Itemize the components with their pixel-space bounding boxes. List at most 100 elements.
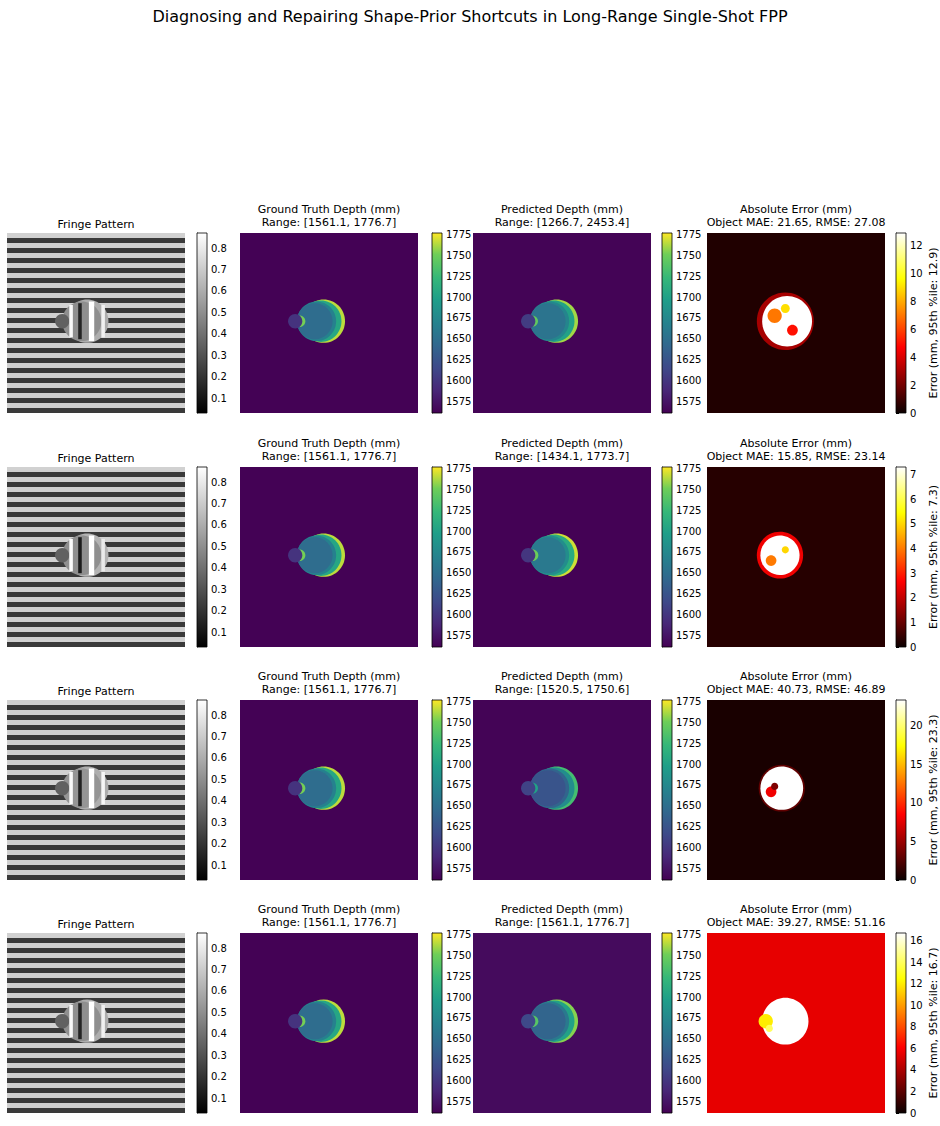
svg-text:1775: 1775 bbox=[676, 229, 701, 240]
svg-text:1750: 1750 bbox=[446, 950, 471, 961]
svg-text:Object MAE: 39.27, RMSE: 51.16: Object MAE: 39.27, RMSE: 51.16 bbox=[707, 916, 886, 929]
svg-text:0.1: 0.1 bbox=[211, 860, 227, 871]
svg-text:Object MAE: 40.73, RMSE: 46.89: Object MAE: 40.73, RMSE: 46.89 bbox=[707, 683, 886, 696]
svg-text:Range: [1561.1, 1776.7]: Range: [1561.1, 1776.7] bbox=[262, 916, 397, 929]
svg-text:0: 0 bbox=[910, 408, 916, 419]
svg-text:0.5: 0.5 bbox=[211, 774, 227, 785]
svg-text:1650: 1650 bbox=[446, 1033, 471, 1044]
svg-text:1750: 1750 bbox=[676, 484, 701, 495]
svg-text:0.6: 0.6 bbox=[211, 752, 227, 763]
svg-text:1750: 1750 bbox=[676, 717, 701, 728]
svg-text:20: 20 bbox=[910, 720, 923, 731]
svg-text:1600: 1600 bbox=[446, 375, 471, 386]
svg-text:16: 16 bbox=[910, 935, 923, 946]
svg-text:0.4: 0.4 bbox=[211, 562, 227, 573]
svg-text:1725: 1725 bbox=[446, 505, 471, 516]
svg-text:0.8: 0.8 bbox=[211, 477, 227, 488]
svg-text:Diagnosing and Repairing Shape: Diagnosing and Repairing Shape-Prior Sho… bbox=[152, 7, 788, 26]
svg-text:Predicted Depth (mm): Predicted Depth (mm) bbox=[501, 437, 623, 450]
svg-text:1675: 1675 bbox=[676, 312, 701, 323]
svg-text:0.5: 0.5 bbox=[211, 307, 227, 318]
svg-text:1625: 1625 bbox=[446, 1054, 471, 1065]
svg-text:0.2: 0.2 bbox=[211, 838, 227, 849]
svg-text:1675: 1675 bbox=[446, 1012, 471, 1023]
svg-text:1775: 1775 bbox=[446, 929, 471, 940]
svg-text:0.4: 0.4 bbox=[211, 795, 227, 806]
svg-text:0.1: 0.1 bbox=[211, 393, 227, 404]
svg-text:1600: 1600 bbox=[676, 609, 701, 620]
svg-text:Error (mm, 95th %ile: 23.3): Error (mm, 95th %ile: 23.3) bbox=[927, 714, 940, 865]
svg-text:5: 5 bbox=[910, 836, 916, 847]
svg-text:1625: 1625 bbox=[676, 1054, 701, 1065]
svg-text:1725: 1725 bbox=[446, 738, 471, 749]
svg-text:Range: [1561.1, 1776.7]: Range: [1561.1, 1776.7] bbox=[262, 683, 397, 696]
svg-text:1725: 1725 bbox=[676, 971, 701, 982]
svg-text:1575: 1575 bbox=[676, 396, 701, 407]
svg-text:1775: 1775 bbox=[676, 463, 701, 474]
svg-text:1700: 1700 bbox=[446, 992, 471, 1003]
svg-text:1750: 1750 bbox=[676, 950, 701, 961]
svg-text:Predicted Depth (mm): Predicted Depth (mm) bbox=[501, 203, 623, 216]
svg-text:1: 1 bbox=[910, 617, 916, 628]
svg-text:14: 14 bbox=[910, 957, 923, 968]
svg-text:1700: 1700 bbox=[676, 992, 701, 1003]
svg-text:1675: 1675 bbox=[676, 1012, 701, 1023]
svg-text:10: 10 bbox=[910, 268, 923, 279]
svg-text:1600: 1600 bbox=[676, 375, 701, 386]
svg-text:4: 4 bbox=[910, 352, 916, 363]
svg-text:1625: 1625 bbox=[446, 588, 471, 599]
svg-text:0: 0 bbox=[910, 875, 916, 886]
svg-text:Ground Truth Depth (mm): Ground Truth Depth (mm) bbox=[258, 903, 400, 916]
svg-text:2: 2 bbox=[910, 1086, 916, 1097]
svg-text:1700: 1700 bbox=[676, 292, 701, 303]
svg-text:Absolute Error (mm): Absolute Error (mm) bbox=[740, 437, 852, 450]
svg-text:1775: 1775 bbox=[446, 229, 471, 240]
svg-text:2: 2 bbox=[910, 380, 916, 391]
svg-text:1575: 1575 bbox=[446, 630, 471, 641]
svg-text:Fringe Pattern: Fringe Pattern bbox=[58, 685, 135, 698]
svg-text:Ground Truth Depth (mm): Ground Truth Depth (mm) bbox=[258, 437, 400, 450]
svg-text:1650: 1650 bbox=[676, 1033, 701, 1044]
svg-text:Ground Truth Depth (mm): Ground Truth Depth (mm) bbox=[258, 670, 400, 683]
svg-text:6: 6 bbox=[910, 324, 916, 335]
svg-text:8: 8 bbox=[910, 296, 916, 307]
svg-text:0.7: 0.7 bbox=[211, 731, 227, 742]
svg-text:1650: 1650 bbox=[676, 333, 701, 344]
svg-text:Range: [1434.1, 1773.7]: Range: [1434.1, 1773.7] bbox=[495, 450, 630, 463]
svg-text:1675: 1675 bbox=[676, 546, 701, 557]
svg-text:Range: [1561.1, 1776.7]: Range: [1561.1, 1776.7] bbox=[262, 216, 397, 229]
svg-text:Absolute Error (mm): Absolute Error (mm) bbox=[740, 903, 852, 916]
svg-text:0.2: 0.2 bbox=[211, 1071, 227, 1082]
svg-text:1725: 1725 bbox=[676, 271, 701, 282]
svg-text:1675: 1675 bbox=[446, 312, 471, 323]
svg-text:1775: 1775 bbox=[446, 696, 471, 707]
svg-text:0.5: 0.5 bbox=[211, 1007, 227, 1018]
svg-text:Range: [1520.5, 1750.6]: Range: [1520.5, 1750.6] bbox=[495, 683, 630, 696]
svg-text:Error (mm, 95th %ile: 7.3): Error (mm, 95th %ile: 7.3) bbox=[927, 485, 940, 629]
svg-text:1675: 1675 bbox=[446, 546, 471, 557]
svg-text:1575: 1575 bbox=[446, 1096, 471, 1107]
svg-text:1625: 1625 bbox=[676, 588, 701, 599]
svg-text:1700: 1700 bbox=[676, 526, 701, 537]
svg-text:Predicted Depth (mm): Predicted Depth (mm) bbox=[501, 903, 623, 916]
svg-text:0.8: 0.8 bbox=[211, 943, 227, 954]
svg-text:12: 12 bbox=[910, 240, 923, 251]
svg-text:1625: 1625 bbox=[676, 354, 701, 365]
svg-text:Object MAE: 21.65, RMSE: 27.08: Object MAE: 21.65, RMSE: 27.08 bbox=[707, 216, 886, 229]
svg-text:0.3: 0.3 bbox=[211, 817, 227, 828]
svg-text:Range: [1561.1, 1776.7]: Range: [1561.1, 1776.7] bbox=[262, 450, 397, 463]
svg-text:6: 6 bbox=[910, 494, 916, 505]
svg-text:1575: 1575 bbox=[676, 863, 701, 874]
svg-text:5: 5 bbox=[910, 518, 916, 529]
svg-text:8: 8 bbox=[910, 1021, 916, 1032]
svg-text:0.2: 0.2 bbox=[211, 605, 227, 616]
svg-text:0.7: 0.7 bbox=[211, 264, 227, 275]
svg-text:2: 2 bbox=[910, 592, 916, 603]
svg-text:1675: 1675 bbox=[446, 779, 471, 790]
svg-text:0.4: 0.4 bbox=[211, 1028, 227, 1039]
svg-text:4: 4 bbox=[910, 543, 916, 554]
svg-text:1650: 1650 bbox=[676, 800, 701, 811]
svg-text:3: 3 bbox=[910, 568, 916, 579]
svg-text:10: 10 bbox=[910, 1000, 923, 1011]
svg-text:1725: 1725 bbox=[676, 505, 701, 516]
